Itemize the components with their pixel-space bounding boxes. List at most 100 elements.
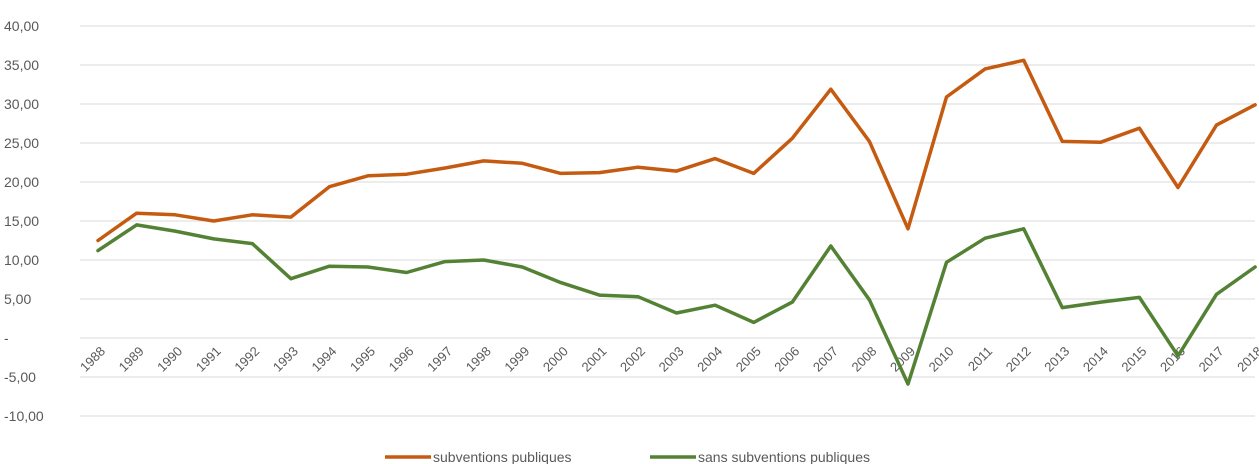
data-point — [983, 236, 987, 240]
x-tick-label: 1990 — [154, 344, 185, 375]
data-point — [366, 174, 370, 178]
data-point — [906, 227, 910, 231]
data-point — [482, 258, 486, 262]
data-point — [1060, 306, 1064, 310]
x-tick-label: 2013 — [1041, 344, 1072, 375]
y-tick-label: -10,00 — [4, 408, 44, 424]
data-point — [1022, 227, 1026, 231]
y-tick-label: 35,00 — [4, 57, 39, 73]
data-point — [945, 260, 949, 264]
x-tick-label: 2012 — [1003, 344, 1034, 375]
data-point — [867, 298, 871, 302]
data-point — [945, 95, 949, 99]
data-point — [1099, 140, 1103, 144]
data-point — [1253, 103, 1257, 107]
data-point — [1099, 300, 1103, 304]
data-point — [559, 171, 563, 175]
data-point — [96, 249, 100, 253]
x-tick-label: 2011 — [965, 344, 995, 374]
data-point — [713, 303, 717, 307]
data-point — [1176, 354, 1180, 358]
x-tick-label: 1992 — [231, 344, 262, 375]
x-tick-label: 1993 — [270, 344, 301, 375]
data-point — [173, 213, 177, 217]
data-point — [520, 161, 524, 165]
y-tick-label: 25,00 — [4, 135, 39, 151]
x-tick-label: 1994 — [308, 344, 339, 375]
gridlines — [80, 25, 1255, 417]
data-point — [482, 159, 486, 163]
y-tick-label: 15,00 — [4, 213, 39, 229]
data-point — [250, 242, 254, 246]
legend-label: subventions publiques — [433, 449, 572, 464]
data-point — [1060, 139, 1064, 143]
y-tick-label: 5,00 — [4, 291, 31, 307]
data-point — [790, 136, 794, 140]
x-tick-label: 2015 — [1118, 344, 1149, 375]
series-lines — [96, 58, 1257, 386]
y-tick-label: - — [4, 330, 9, 346]
x-tick-label: 2003 — [656, 344, 687, 375]
data-point — [829, 87, 833, 91]
x-tick-label: 1999 — [501, 344, 532, 375]
data-point — [1215, 123, 1219, 127]
legend-label: sans subventions publiques — [698, 449, 870, 464]
data-point — [790, 300, 794, 304]
data-point — [867, 139, 871, 143]
data-point — [1022, 58, 1026, 62]
data-point — [96, 239, 100, 242]
data-point — [366, 265, 370, 269]
x-tick-label: 1989 — [116, 344, 147, 375]
y-tick-label: -5,00 — [4, 369, 36, 385]
data-point — [327, 185, 331, 189]
y-tick-label: 40,00 — [4, 18, 39, 34]
data-point — [289, 215, 293, 219]
x-tick-label: 2004 — [694, 344, 725, 375]
x-tick-label: 1988 — [77, 344, 108, 375]
data-point — [443, 166, 447, 170]
x-tick-label: 2001 — [578, 344, 609, 375]
x-tick-label: 1998 — [463, 344, 494, 375]
y-tick-label: 30,00 — [4, 96, 39, 112]
data-point — [1176, 185, 1180, 189]
data-point — [1137, 126, 1141, 130]
data-point — [597, 171, 601, 175]
data-point — [983, 67, 987, 71]
data-point — [675, 311, 679, 315]
data-point — [520, 265, 524, 269]
data-point — [443, 260, 447, 264]
data-point — [597, 293, 601, 297]
y-tick-label: 20,00 — [4, 174, 39, 190]
x-tick-label: 1997 — [424, 344, 455, 375]
data-point — [675, 169, 679, 173]
data-point — [752, 171, 756, 175]
x-tick-label: 2018 — [1234, 344, 1259, 375]
series-0 — [96, 58, 1257, 243]
data-point — [135, 211, 139, 215]
series-1 — [96, 223, 1257, 386]
x-tick-label: 1995 — [347, 344, 378, 375]
data-point — [405, 270, 409, 274]
x-tick-label: 1996 — [386, 344, 417, 375]
data-point — [405, 172, 409, 176]
data-point — [212, 219, 216, 223]
series-line — [96, 58, 1257, 243]
x-tick-label: 2017 — [1196, 344, 1227, 375]
data-point — [829, 244, 833, 248]
data-point — [212, 237, 216, 241]
x-tick-label: 2010 — [926, 344, 957, 375]
x-tick-label: 1991 — [193, 344, 224, 375]
data-point — [636, 295, 640, 299]
data-point — [1215, 292, 1219, 296]
data-point — [906, 382, 910, 386]
data-point — [1137, 295, 1141, 299]
x-axis-ticks: 1988 1989 1990 1991 1992 1993 1994 1995 1996 1997… — [77, 344, 1259, 375]
data-point — [559, 281, 563, 285]
data-point — [289, 277, 293, 281]
data-point — [250, 213, 254, 217]
data-point — [135, 223, 139, 227]
x-tick-label: 2006 — [771, 344, 802, 375]
x-tick-label: 2007 — [810, 344, 841, 375]
